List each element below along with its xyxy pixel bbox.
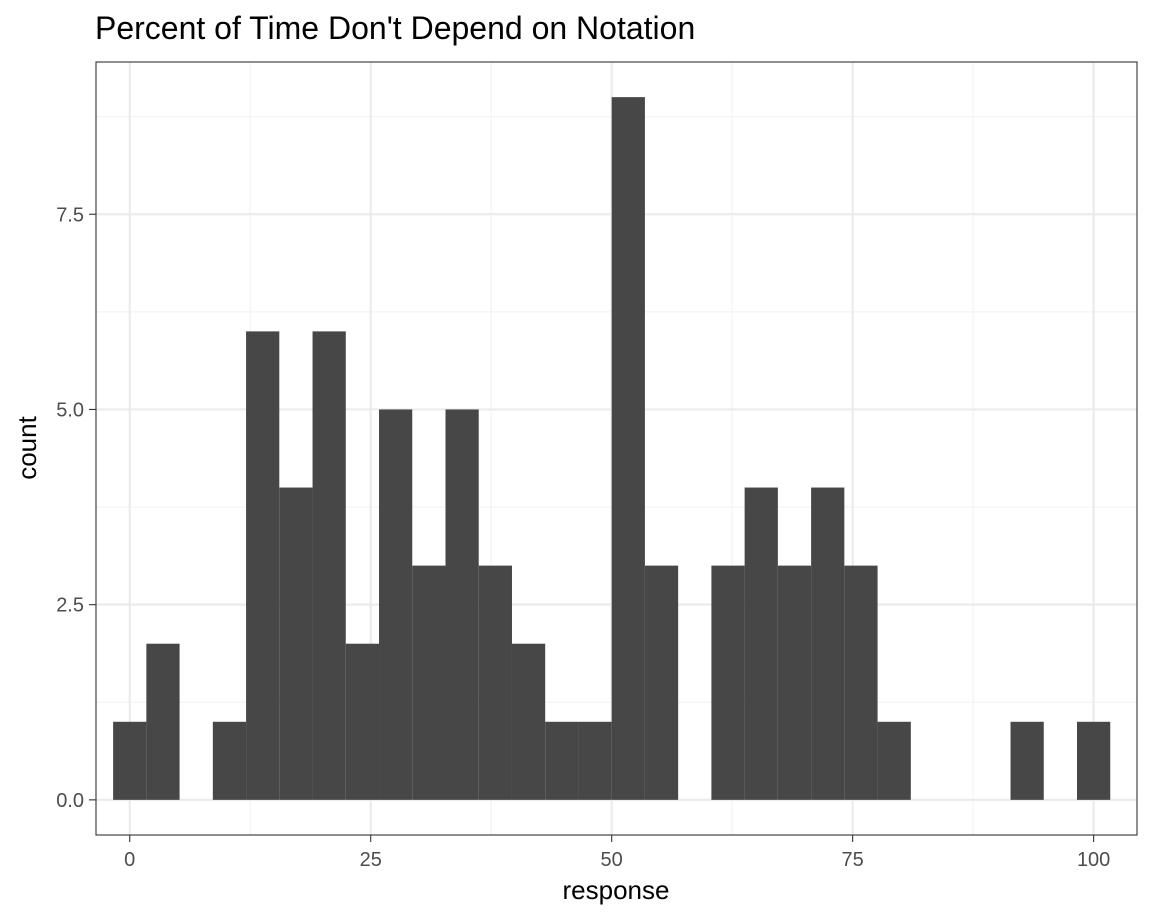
histogram-bar (511, 643, 546, 800)
histogram-bar (412, 565, 446, 800)
histogram-bar (379, 409, 413, 800)
x-tick-label: 0 (124, 849, 135, 871)
histogram-bar (611, 97, 645, 800)
histogram-bar (1077, 721, 1111, 800)
histogram-bar (744, 487, 778, 800)
histogram-bar (578, 721, 612, 800)
chart-title: Percent of Time Don't Depend on Notation (95, 10, 695, 46)
histogram-bar (146, 643, 180, 800)
y-axis-title: count (12, 415, 42, 479)
x-tick-label: 75 (842, 849, 864, 871)
histogram-bar (877, 721, 911, 800)
y-tick-label: 5.0 (56, 399, 84, 421)
y-axis: 0.0 2.5 5.0 7.5 (56, 204, 96, 812)
histogram-bar (246, 331, 280, 800)
histogram-bar (279, 487, 313, 800)
histogram-bars (113, 97, 1111, 800)
histogram-bar (345, 643, 380, 800)
panel-border (95, 61, 1138, 836)
histogram-bar (777, 565, 812, 800)
histogram-bar (113, 721, 147, 800)
x-axis: 0 25 50 75 100 (124, 835, 1110, 871)
plot-panel (95, 61, 1138, 836)
y-tick-label: 0.0 (56, 790, 84, 812)
histogram-bar (312, 331, 346, 800)
histogram-bar (445, 409, 479, 800)
histogram-bar (811, 487, 845, 800)
x-axis-title: response (563, 875, 670, 905)
x-tick-label: 50 (601, 849, 623, 871)
y-tick-label: 7.5 (56, 204, 84, 226)
histogram-bar (711, 565, 745, 800)
histogram-bar (1010, 721, 1044, 800)
x-tick-label: 25 (360, 849, 382, 871)
histogram-bar (478, 565, 512, 800)
histogram-bar (545, 721, 579, 800)
histogram-bar (844, 565, 878, 800)
histogram-bar (644, 565, 679, 800)
x-tick-label: 100 (1077, 849, 1110, 871)
y-tick-label: 2.5 (56, 595, 84, 617)
histogram-bar (212, 721, 247, 800)
